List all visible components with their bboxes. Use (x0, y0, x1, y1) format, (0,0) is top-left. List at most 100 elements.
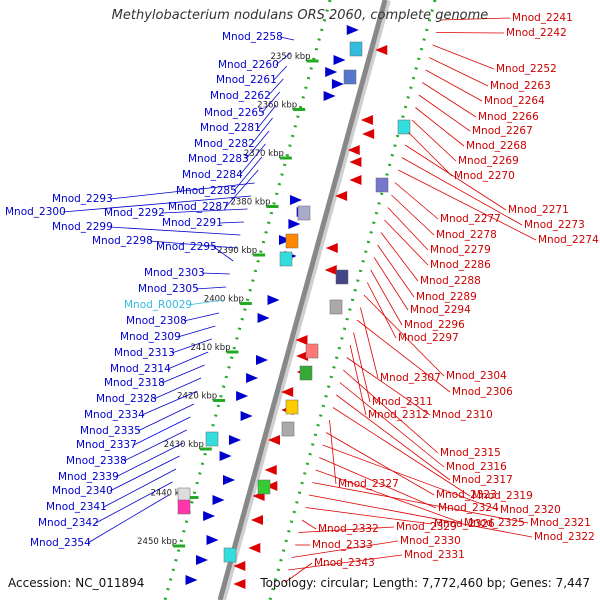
gene-label-Mnod_2319[interactable]: Mnod_2319 (472, 490, 533, 502)
gene-label-Mnod_2338[interactable]: Mnod_2338 (66, 455, 127, 467)
gene-label-Mnod_2307[interactable]: Mnod_2307 (380, 372, 441, 384)
gene-label-Mnod_2263[interactable]: Mnod_2263 (490, 80, 551, 92)
gene-label-Mnod_2311[interactable]: Mnod_2311 (372, 396, 433, 408)
gene-label-Mnod_2252[interactable]: Mnod_2252 (496, 63, 557, 75)
gene-label-Mnod_2305[interactable]: Mnod_2305 (138, 283, 199, 295)
gene-label-Mnod_2326[interactable]: Mnod_2326 (434, 518, 495, 530)
gene-label-Mnod_2265[interactable]: Mnod_2265 (204, 107, 265, 119)
gene-label-Mnod_2313[interactable]: Mnod_2313 (114, 347, 175, 359)
gene-label-Mnod_2310[interactable]: Mnod_2310 (432, 409, 493, 421)
right-label-connector (411, 119, 457, 162)
left-label-connector (279, 36, 295, 41)
left-label-connector (141, 390, 198, 416)
gene-label-Mnod_2317[interactable]: Mnod_2317 (452, 474, 513, 486)
gene-label-Mnod_2242[interactable]: Mnod_2242 (506, 27, 567, 39)
gene-label-Mnod_2300[interactable]: Mnod_2300 (5, 206, 66, 218)
gene-label-Mnod_2320[interactable]: Mnod_2320 (500, 504, 561, 516)
gene-label-Mnod_2241[interactable]: Mnod_2241 (512, 12, 573, 24)
gene-label-Mnod_2291[interactable]: Mnod_2291 (162, 217, 223, 229)
gene-label-Mnod_2293[interactable]: Mnod_2293 (52, 193, 113, 205)
scale-label: 2370 kbp (244, 149, 284, 159)
gene-label-Mnod_2286[interactable]: Mnod_2286 (430, 259, 491, 271)
gene-label-Mnod_2323[interactable]: Mnod_2323 (436, 489, 497, 501)
gene-label-Mnod_2273[interactable]: Mnod_2273 (524, 219, 585, 231)
gene-label-Mnod_2306[interactable]: Mnod_2306 (452, 386, 513, 398)
gene-label-Mnod_2262[interactable]: Mnod_2262 (210, 90, 271, 102)
gene-label-Mnod_2287[interactable]: Mnod_2287 (168, 201, 229, 213)
gene-label-Mnod_2296[interactable]: Mnod_2296 (404, 319, 465, 331)
gene-label-Mnod_2337[interactable]: Mnod_2337 (76, 439, 137, 451)
reverse-gene-mark (324, 265, 337, 275)
gene-label-Mnod_2281[interactable]: Mnod_2281 (200, 122, 261, 134)
gene-label-Mnod_2316[interactable]: Mnod_2316 (446, 461, 507, 473)
gene-label-Mnod_2354[interactable]: Mnod_2354 (30, 537, 91, 549)
right-label-connector (363, 294, 445, 377)
gene-label-Mnod_2331[interactable]: Mnod_2331 (404, 549, 465, 561)
gene-label-Mnod_2283[interactable]: Mnod_2283 (188, 153, 249, 165)
gene-label-Mnod_2340[interactable]: Mnod_2340 (52, 485, 113, 497)
gene-label-Mnod_2330[interactable]: Mnod_2330 (400, 535, 461, 547)
gene-label-Mnod_2279[interactable]: Mnod_2279 (430, 244, 491, 256)
gene-label-Mnod_2343[interactable]: Mnod_2343 (314, 557, 375, 569)
gene-label-Mnod_2332[interactable]: Mnod_2332 (318, 523, 379, 535)
gene-label-Mnod_2335[interactable]: Mnod_2335 (80, 425, 141, 437)
gene-label-Mnod_R0029[interactable]: Mnod_R0029 (124, 299, 192, 311)
gene-label-Mnod_2266[interactable]: Mnod_2266 (478, 111, 539, 123)
gene-label-Mnod_2277[interactable]: Mnod_2277 (440, 213, 501, 225)
gene-label-Mnod_2284[interactable]: Mnod_2284 (182, 169, 243, 181)
gene-label-Mnod_2322[interactable]: Mnod_2322 (534, 531, 595, 543)
gene-label-Mnod_2285[interactable]: Mnod_2285 (176, 185, 237, 197)
gene-label-Mnod_2321[interactable]: Mnod_2321 (530, 517, 591, 529)
gene-label-Mnod_2339[interactable]: Mnod_2339 (58, 471, 119, 483)
gene-label-Mnod_2271[interactable]: Mnod_2271 (508, 204, 569, 216)
gene-label-Mnod_2294[interactable]: Mnod_2294 (410, 304, 471, 316)
gene-label-Mnod_2304[interactable]: Mnod_2304 (446, 370, 507, 382)
gene-label-Mnod_2270[interactable]: Mnod_2270 (454, 170, 515, 182)
gene-label-Mnod_2261[interactable]: Mnod_2261 (216, 74, 277, 86)
scale-label: 2410 kbp (190, 343, 230, 353)
gene-label-Mnod_2333[interactable]: Mnod_2333 (312, 539, 373, 551)
gene-label-Mnod_2334[interactable]: Mnod_2334 (84, 409, 145, 421)
reverse-gene-mark (251, 515, 263, 525)
gene-label-Mnod_2292[interactable]: Mnod_2292 (104, 207, 165, 219)
gene-label-Mnod_2278[interactable]: Mnod_2278 (436, 229, 497, 241)
gene-label-Mnod_2299[interactable]: Mnod_2299 (52, 221, 113, 233)
gene-label-Mnod_2288[interactable]: Mnod_2288 (420, 275, 481, 287)
left-label-connector (275, 52, 291, 66)
gene-label-Mnod_2295[interactable]: Mnod_2295 (156, 241, 217, 253)
gene-label-Mnod_2329[interactable]: Mnod_2329 (396, 521, 457, 533)
reverse-gene-mark (362, 129, 375, 139)
gene-label-Mnod_2289[interactable]: Mnod_2289 (416, 291, 477, 303)
gene-label-Mnod_2268[interactable]: Mnod_2268 (466, 140, 527, 152)
gene-label-Mnod_2282[interactable]: Mnod_2282 (194, 138, 255, 150)
reverse-gene-mark (361, 115, 373, 125)
left-label-connector (167, 351, 209, 370)
gene-label-Mnod_2314[interactable]: Mnod_2314 (110, 363, 171, 375)
left-label-connector (161, 364, 205, 384)
gene-label-Mnod_2327[interactable]: Mnod_2327 (338, 478, 399, 490)
gene-label-Mnod_2297[interactable]: Mnod_2297 (398, 332, 459, 344)
gene-label-Mnod_2269[interactable]: Mnod_2269 (458, 155, 519, 167)
gene-label-Mnod_2315[interactable]: Mnod_2315 (440, 447, 501, 459)
gene-label-Mnod_2342[interactable]: Mnod_2342 (38, 517, 99, 529)
gene-label-Mnod_2267[interactable]: Mnod_2267 (472, 125, 533, 137)
gene-block (281, 421, 295, 437)
right-label-connector (366, 282, 397, 339)
gene-label-Mnod_2308[interactable]: Mnod_2308 (126, 315, 187, 327)
gene-label-Mnod_2298[interactable]: Mnod_2298 (92, 235, 153, 247)
gene-label-Mnod_2303[interactable]: Mnod_2303 (144, 267, 205, 279)
gene-label-Mnod_2274[interactable]: Mnod_2274 (538, 234, 599, 246)
gene-block (223, 547, 237, 563)
gene-label-Mnod_2309[interactable]: Mnod_2309 (120, 331, 181, 343)
gene-label-Mnod_2260[interactable]: Mnod_2260 (218, 59, 279, 71)
gene-label-Mnod_2328[interactable]: Mnod_2328 (96, 393, 157, 405)
gene-label-Mnod_2264[interactable]: Mnod_2264 (484, 95, 545, 107)
gene-label-Mnod_2258[interactable]: Mnod_2258 (222, 31, 283, 43)
gene-label-Mnod_2312[interactable]: Mnod_2312 (368, 409, 429, 421)
reverse-gene-mark (349, 175, 362, 185)
gene-label-Mnod_2318[interactable]: Mnod_2318 (104, 377, 165, 389)
gene-label-Mnod_2341[interactable]: Mnod_2341 (46, 501, 107, 513)
gene-label-Mnod_2324[interactable]: Mnod_2324 (438, 502, 499, 514)
gene-block (299, 365, 313, 381)
gene-label-Mnod_2325[interactable]: Mnod_2325 (464, 517, 525, 529)
